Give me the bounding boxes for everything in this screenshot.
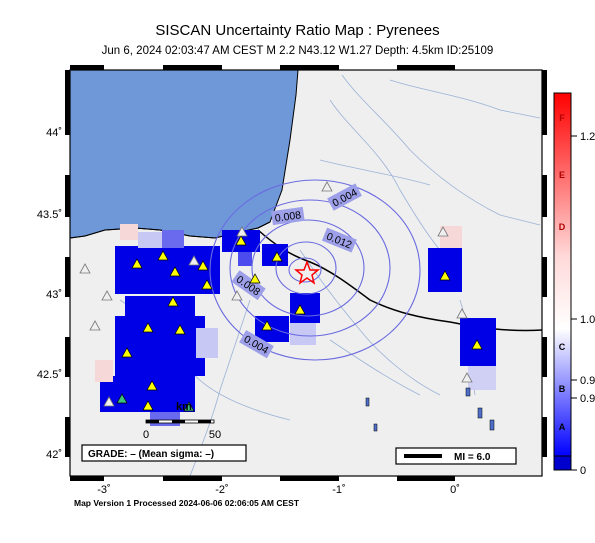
- lon-tick-label: -2˚: [215, 484, 228, 496]
- colorbar-letter: B: [559, 384, 566, 394]
- frame-segment: [65, 257, 70, 297]
- scalebar-min: 0: [143, 429, 149, 441]
- frame-segment: [542, 417, 547, 457]
- colorbar-value: 1.2: [580, 131, 595, 143]
- mi-legend-text: MI = 6.0: [454, 452, 491, 463]
- grade-box: GRADE: – (Mean sigma: –): [81, 444, 247, 462]
- colorbar-value: 1.0: [580, 314, 595, 326]
- epicenter-star-icon: [293, 259, 321, 285]
- lat-tick-label: 43˚: [46, 289, 62, 301]
- scalebar-unit: km: [176, 401, 192, 413]
- lat-tick-label: 42.5˚: [37, 369, 62, 381]
- frame-segment: [280, 476, 339, 481]
- station-markers-green: [116, 393, 195, 412]
- lon-axis: -3˚ -2˚ -1˚ 0˚: [97, 484, 460, 496]
- colorbar-letter: F: [559, 113, 565, 123]
- contour-label-group: 0.004 0.008 0.012 0.008 0.004: [231, 183, 362, 359]
- frame-segment: [65, 337, 70, 377]
- frame-segment: [65, 175, 70, 217]
- frame-segment: [397, 476, 455, 481]
- frame-segment: [65, 417, 70, 457]
- station-markers-open: [79, 181, 473, 407]
- contour-lines: [209, 179, 421, 361]
- lat-axis: 44˚ 43.5˚ 43˚ 42.5˚ 42˚: [37, 127, 62, 461]
- map-title: SISCAN Uncertainty Ratio Map : Pyrenees: [155, 22, 440, 39]
- colorbar-letter: E: [559, 170, 565, 180]
- lat-tick-label: 43.5˚: [37, 209, 62, 221]
- colorbar-value: 0.9: [580, 393, 595, 405]
- lat-tick-label: 42˚: [46, 449, 62, 461]
- lakes: [365, 387, 495, 432]
- frame-segment: [70, 476, 104, 481]
- frame-segment: [280, 65, 339, 70]
- scalebar-max: 50: [209, 429, 221, 441]
- colorbar-value: 0: [580, 465, 586, 477]
- frame-segment: [542, 257, 547, 297]
- frame-segment: [397, 65, 455, 70]
- frame-segment: [542, 70, 547, 135]
- map-footer: Map Version 1 Processed 2024-06-06 02:06…: [74, 498, 300, 508]
- contour-label: 0.008: [274, 209, 302, 225]
- lon-tick-label: 0˚: [450, 484, 460, 496]
- colorbar-letter: C: [559, 342, 566, 352]
- scalebar: km 0 50: [143, 401, 221, 441]
- grade-text: GRADE: – (Mean sigma: –): [88, 449, 214, 460]
- lon-tick-label: -1˚: [332, 484, 345, 496]
- frame-segment: [70, 65, 104, 70]
- frame-segment: [163, 65, 222, 70]
- lat-tick-label: 44˚: [46, 127, 62, 139]
- station-markers: [121, 235, 483, 411]
- colorbar-value: 0.9: [580, 375, 595, 387]
- lon-tick-label: -3˚: [97, 484, 110, 496]
- colorbar-letter: A: [559, 422, 566, 432]
- colorbar: F E D C B A 1.2 1.0 0.9 0.9 0: [553, 92, 595, 477]
- frame-segment: [163, 476, 222, 481]
- map-subtitle: Jun 6, 2024 02:03:47 AM CEST M 2.2 N43.1…: [101, 45, 494, 57]
- frame-border: [65, 65, 547, 481]
- mi-legend: MI = 6.0: [395, 447, 517, 465]
- frame-segment: [542, 175, 547, 217]
- frame-segment: [542, 337, 547, 377]
- colorbar-letter: D: [559, 222, 566, 232]
- frame-segment: [65, 70, 70, 135]
